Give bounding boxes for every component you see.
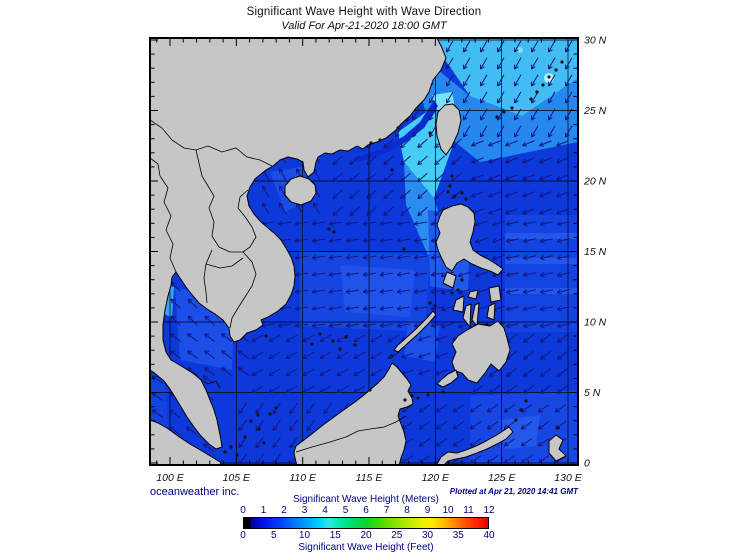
meter-tick-label: 4 — [322, 505, 328, 516]
colorbar-feet-ticks: 0 5 10 15 20 25 30 35 40 — [240, 530, 494, 541]
meter-tick-label: 10 — [442, 505, 454, 516]
svg-text:10 N: 10 N — [584, 317, 607, 329]
svg-text:5 N: 5 N — [584, 387, 601, 399]
svg-text:115 E: 115 E — [356, 472, 384, 484]
svg-text:25 N: 25 N — [583, 105, 607, 117]
land-samar — [488, 285, 502, 303]
feet-tick-label: 40 — [483, 530, 495, 541]
meter-tick-label: 2 — [281, 505, 287, 516]
land-mindoro — [442, 271, 457, 289]
svg-text:0: 0 — [584, 458, 590, 470]
svg-text:20 N: 20 N — [583, 176, 607, 188]
colorbar-gradient — [243, 517, 489, 529]
land-sumatra — [150, 419, 223, 465]
meter-tick-label: 9 — [424, 505, 431, 516]
land-taiwan — [435, 103, 462, 156]
land-masses — [150, 38, 567, 465]
svg-text:125 E: 125 E — [488, 472, 516, 484]
country-borders — [150, 119, 407, 453]
land-zamboanga — [436, 369, 459, 388]
land-hainan — [284, 175, 317, 206]
land-negros — [462, 303, 472, 328]
feet-tick-label: 10 — [298, 530, 311, 541]
meter-tick-label: 11 — [463, 505, 474, 516]
meter-tick-label: 5 — [342, 505, 349, 516]
colorbar-title-feet: Significant Wave Height (Feet) — [298, 542, 434, 553]
meter-tick-label: 1 — [260, 505, 267, 516]
land-leyte — [486, 302, 496, 321]
page-title: Significant Wave Height with Wave Direct… — [246, 6, 482, 18]
land-panay — [452, 295, 465, 313]
svg-text:100 E: 100 E — [156, 472, 184, 484]
land-luzon — [435, 203, 504, 276]
land-halmahera — [548, 434, 567, 462]
land-palawan — [393, 310, 437, 353]
plotted-timestamp: Plotted at Apr 21, 2020 14:41 GMT — [449, 487, 578, 496]
land-sulawesi — [435, 426, 514, 465]
oceanweather-credit: oceanweather inc. — [150, 486, 240, 498]
meter-tick-label: 6 — [363, 505, 369, 516]
valid-time-subtitle: Valid For Apr-21-2020 18:00 GMT — [281, 20, 447, 32]
svg-text:30 N: 30 N — [584, 35, 607, 47]
feet-tick-label: 0 — [240, 530, 246, 541]
colorbar-meter-ticks: 0 1 2 3 4 5 6 7 8 9 10 11 12 — [240, 505, 494, 516]
meter-tick-label: 7 — [383, 505, 390, 516]
axis-ticks — [151, 39, 577, 464]
feet-tick-label: 15 — [329, 530, 341, 541]
feet-tick-label: 5 — [270, 530, 277, 541]
meter-tick-label: 8 — [404, 505, 410, 516]
map-frame — [149, 37, 579, 466]
meter-tick-label: 12 — [483, 505, 495, 516]
small-islands — [223, 60, 564, 457]
colorbar-title-meters: Significant Wave Height (Meters) — [293, 494, 439, 505]
feet-tick-label: 30 — [421, 530, 434, 541]
svg-text:130 E: 130 E — [554, 472, 582, 484]
land-masbate — [467, 289, 479, 300]
axis-labels: 100 E 105 E 110 E 115 E 120 E 125 E 130 E 30 N 2… — [156, 35, 606, 485]
land-mindanao — [451, 320, 511, 384]
land-mainland-asia — [150, 38, 447, 450]
feet-tick-label: 20 — [360, 530, 372, 541]
land-borneo — [293, 362, 414, 465]
svg-text:120 E: 120 E — [422, 472, 450, 484]
meter-tick-label: 0 — [240, 505, 246, 516]
feet-tick-label: 25 — [391, 530, 403, 541]
feet-tick-label: 35 — [452, 530, 464, 541]
svg-text:110 E: 110 E — [289, 472, 317, 484]
svg-text:105 E: 105 E — [223, 472, 251, 484]
svg-text:15 N: 15 N — [584, 246, 607, 258]
meter-tick-label: 3 — [301, 505, 308, 516]
